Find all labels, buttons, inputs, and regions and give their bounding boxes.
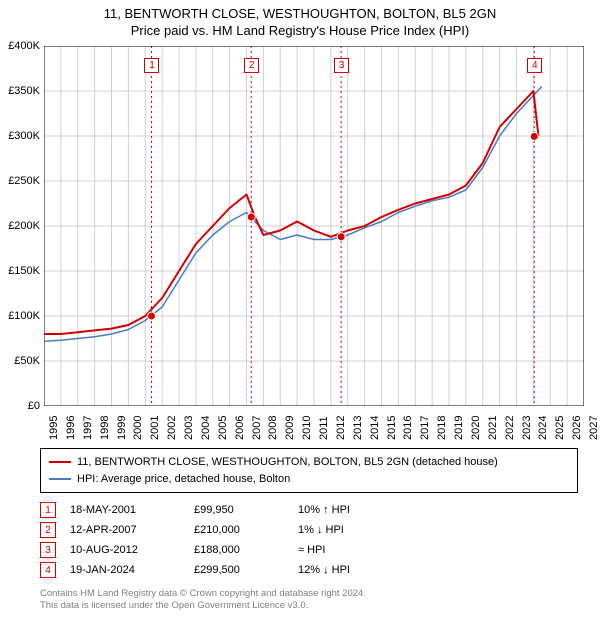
xtick-label: 2009 [284,416,296,440]
transaction-price: £99,950 [194,504,284,516]
footer-text: Contains HM Land Registry data © Crown c… [40,588,366,613]
ytick-label: £150K [0,265,40,277]
transaction-date: 19-JAN-2024 [70,564,180,576]
title-main: 11, BENTWORTH CLOSE, WESTHOUGHTON, BOLTO… [0,6,600,21]
transaction-table: 1 18-MAY-2001 £99,950 10% ↑ HPI 2 12-APR-2007… [40,500,418,580]
transaction-diff: ≈ HPI [298,544,418,556]
xtick-label: 2006 [234,416,246,440]
transaction-diff: 10% ↑ HPI [298,504,418,516]
transaction-num: 1 [40,502,56,518]
xtick-label: 2008 [267,416,279,440]
legend-swatch [49,461,71,463]
footer-line1: Contains HM Land Registry data © Crown c… [40,588,366,600]
xtick-label: 2013 [352,416,364,440]
xtick-label: 2020 [470,416,482,440]
transaction-num: 3 [40,542,56,558]
xtick-label: 2025 [554,416,566,440]
xtick-label: 2027 [588,416,600,440]
transaction-marker-label: 1 [144,58,159,73]
xtick-label: 2017 [419,416,431,440]
xtick-label: 2019 [453,416,465,440]
legend-label: HPI: Average price, detached house, Bolt… [77,471,290,488]
xtick-label: 2018 [436,416,448,440]
xtick-label: 1997 [82,416,94,440]
transaction-marker-label: 4 [527,58,542,73]
transaction-row: 2 12-APR-2007 £210,000 1% ↓ HPI [40,520,418,540]
xtick-label: 2011 [318,416,330,440]
legend-box: 11, BENTWORTH CLOSE, WESTHOUGHTON, BOLTO… [40,448,578,493]
xtick-label: 2002 [166,416,178,440]
xtick-label: 1995 [48,416,60,440]
transaction-marker-label: 3 [334,58,349,73]
legend-label: 11, BENTWORTH CLOSE, WESTHOUGHTON, BOLTO… [77,454,498,471]
transaction-row: 1 18-MAY-2001 £99,950 10% ↑ HPI [40,500,418,520]
xtick-label: 2026 [571,416,583,440]
xtick-label: 1999 [116,416,128,440]
xtick-label: 2012 [335,416,347,440]
transaction-diff: 12% ↓ HPI [298,564,418,576]
ytick-label: £400K [0,40,40,52]
chart-container: 11, BENTWORTH CLOSE, WESTHOUGHTON, BOLTO… [0,0,600,620]
xtick-label: 2023 [521,416,533,440]
transaction-price: £188,000 [194,544,284,556]
transaction-diff: 1% ↓ HPI [298,524,418,536]
transaction-num: 2 [40,522,56,538]
transaction-marker-label: 2 [244,58,259,73]
ytick-label: £100K [0,310,40,322]
transaction-date: 18-MAY-2001 [70,504,180,516]
xtick-label: 2005 [217,416,229,440]
xtick-label: 2010 [301,416,313,440]
transaction-row: 3 10-AUG-2012 £188,000 ≈ HPI [40,540,418,560]
xtick-label: 2014 [369,416,381,440]
legend-item: 11, BENTWORTH CLOSE, WESTHOUGHTON, BOLTO… [49,454,569,471]
chart-svg [44,46,584,406]
transaction-row: 4 19-JAN-2024 £299,500 12% ↓ HPI [40,560,418,580]
xtick-label: 2015 [386,416,398,440]
xtick-label: 2024 [537,416,549,440]
ytick-label: £250K [0,175,40,187]
xtick-label: 1996 [65,416,77,440]
xtick-label: 2022 [504,416,516,440]
xtick-label: 2000 [132,416,144,440]
xtick-label: 1998 [99,416,111,440]
ytick-label: £350K [0,85,40,97]
xtick-label: 2003 [183,416,195,440]
transaction-date: 10-AUG-2012 [70,544,180,556]
title-block: 11, BENTWORTH CLOSE, WESTHOUGHTON, BOLTO… [0,0,600,38]
transaction-num: 4 [40,562,56,578]
xtick-label: 2021 [487,416,499,440]
ytick-label: £50K [0,355,40,367]
transaction-date: 12-APR-2007 [70,524,180,536]
legend-item: HPI: Average price, detached house, Bolt… [49,471,569,488]
title-sub: Price paid vs. HM Land Registry's House … [0,23,600,38]
xtick-label: 2007 [251,416,263,440]
legend-swatch [49,478,71,480]
xtick-label: 2004 [200,416,212,440]
xtick-label: 2016 [402,416,414,440]
footer-line2: This data is licensed under the Open Gov… [40,600,366,612]
ytick-label: £200K [0,220,40,232]
transaction-price: £299,500 [194,564,284,576]
xtick-label: 2001 [149,416,161,440]
ytick-label: £300K [0,130,40,142]
transaction-price: £210,000 [194,524,284,536]
ytick-label: £0 [0,400,40,412]
